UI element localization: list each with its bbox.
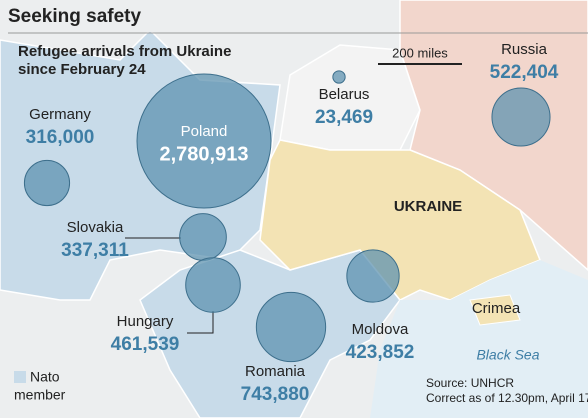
bubble (179, 213, 227, 261)
country-label: Belarus (319, 86, 370, 103)
value-label: 743,880 (241, 384, 310, 405)
country-label: Germany (29, 106, 91, 123)
sea-label: Black Sea (476, 347, 539, 363)
crimea-label: Crimea (472, 300, 521, 317)
value-label: 423,852 (346, 342, 415, 363)
bubble (255, 291, 327, 363)
title: Seeking safety (8, 6, 141, 27)
bubble (346, 249, 400, 303)
country-label: Hungary (117, 313, 174, 330)
country-label: Romania (245, 363, 306, 380)
country-label: Moldova (352, 321, 409, 338)
title-bg (0, 0, 170, 32)
value-label: 337,311 (61, 240, 129, 261)
country-label: Poland (181, 123, 228, 140)
crimea-shape (469, 294, 521, 326)
value-label: 316,000 (26, 127, 95, 148)
bubble (491, 87, 551, 147)
bubble (332, 70, 346, 84)
value-label: 2,780,913 (160, 143, 249, 165)
bubble (23, 159, 71, 207)
legend-label: member (14, 387, 66, 403)
ukraine-label: UKRAINE (394, 198, 462, 215)
note: Correct as of 12.30pm, April 17 (426, 391, 588, 405)
value-label: 461,539 (111, 334, 180, 355)
bubble (185, 257, 241, 313)
subtitle: Refugee arrivals from Ukraine (18, 43, 231, 60)
legend-swatch (14, 371, 26, 383)
value-label: 522,404 (490, 62, 559, 83)
legend-label: Nato (30, 369, 60, 385)
source: Source: UNHCR (426, 376, 514, 390)
scale-label: 200 miles (392, 45, 448, 60)
country-label: Russia (501, 41, 548, 58)
subtitle: since February 24 (18, 61, 146, 78)
connector (187, 311, 214, 334)
value-label: 23,469 (315, 107, 373, 128)
country-label: Slovakia (67, 219, 124, 236)
sea (370, 260, 588, 418)
bubble (136, 73, 272, 209)
